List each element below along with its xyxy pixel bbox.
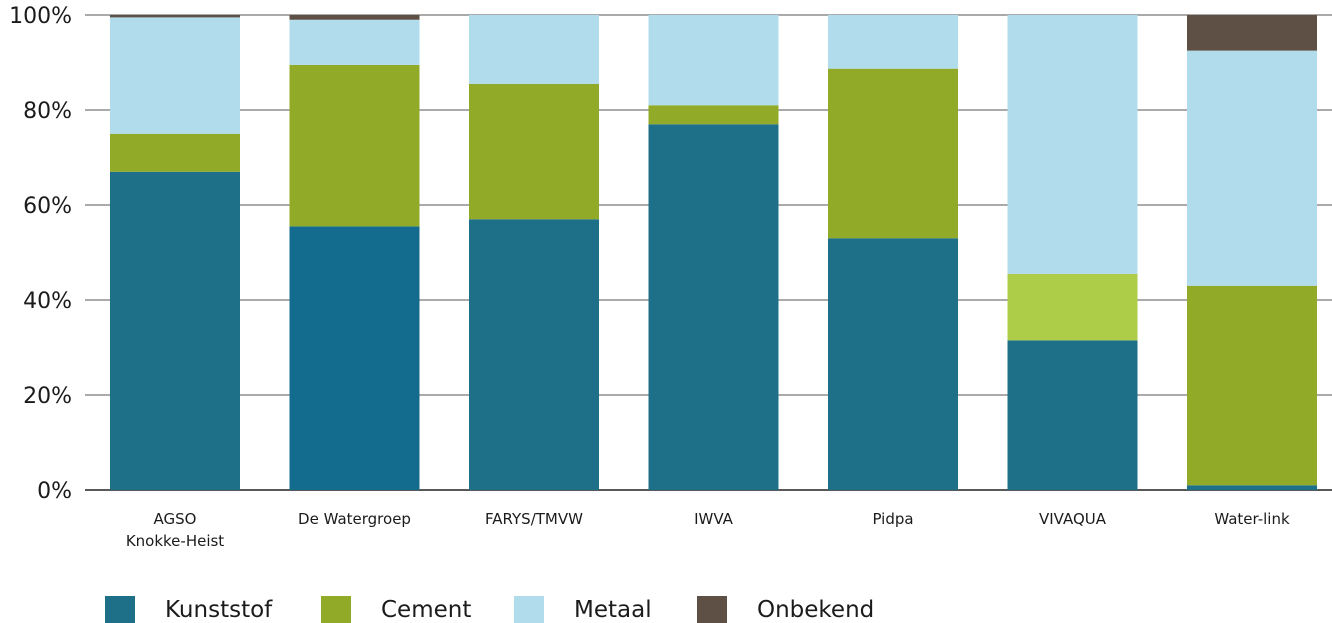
y-tick-label: 60% <box>23 194 72 219</box>
bar-segment-kunststof <box>469 219 599 490</box>
x-tick-label: Pidpa <box>872 510 913 528</box>
bar-segment-cement <box>110 133 240 172</box>
bar-segment-metaal <box>469 15 599 84</box>
bar-segment-metaal <box>648 15 779 106</box>
kunststof-swatch-icon <box>105 596 135 623</box>
legend-label: Metaal <box>574 597 652 623</box>
bar-segment-metaal <box>1187 50 1317 286</box>
bar-segment-metaal <box>828 15 958 69</box>
bar-segment-kunststof <box>828 238 958 490</box>
x-tick-label: FARYS/TMVW <box>485 510 583 528</box>
bar-segment-cement <box>828 68 958 239</box>
legend: Kunststof Cement Metaal Onbekend <box>105 596 874 623</box>
bar-segment-onbekend <box>1187 15 1317 51</box>
bar-segment-onbekend <box>289 15 420 20</box>
bar-segment-metaal <box>110 17 240 134</box>
bar-segment-kunststof <box>1187 485 1317 490</box>
legend-label: Onbekend <box>757 597 874 623</box>
x-axis: AGSO Knokke-Heist De Watergroep FARYS/TMVW I… <box>126 510 1290 550</box>
bar-segment-metaal <box>1007 15 1138 274</box>
x-tick-label: IWVA <box>694 510 734 528</box>
bar-segment-cement <box>1007 273 1138 341</box>
cement-swatch-icon <box>321 596 351 623</box>
legend-label: Kunststof <box>165 597 273 623</box>
bar-segment-cement <box>469 83 599 220</box>
bar-segment-cement <box>289 64 420 227</box>
y-axis: 0% 20% 40% 60% 80% 100% <box>9 4 72 504</box>
bar-segment-kunststof <box>648 124 779 490</box>
x-tick-label: Water-link <box>1214 510 1290 528</box>
y-tick-label: 20% <box>23 384 72 409</box>
x-tick-label: De Watergroep <box>298 510 411 528</box>
y-tick-label: 100% <box>9 4 72 29</box>
bar-segment-kunststof <box>1007 340 1138 490</box>
onbekend-swatch-icon <box>697 596 727 623</box>
metaal-swatch-icon <box>514 596 544 623</box>
bar-segment-cement <box>648 105 779 125</box>
x-tick-label: VIVAQUA <box>1039 510 1107 528</box>
x-tick-label: Knokke-Heist <box>126 532 224 550</box>
bar-segment-onbekend <box>110 15 240 18</box>
bar-segment-kunststof <box>110 171 240 490</box>
bar-segment-cement <box>1187 285 1317 486</box>
y-tick-label: 0% <box>37 479 72 504</box>
bar-segment-kunststof <box>289 226 420 490</box>
x-tick-label: AGSO <box>154 510 197 528</box>
legend-label: Cement <box>381 597 471 623</box>
y-tick-label: 40% <box>23 289 72 314</box>
bars <box>110 15 1317 490</box>
y-tick-label: 80% <box>23 99 72 124</box>
bar-segment-metaal <box>289 19 420 65</box>
